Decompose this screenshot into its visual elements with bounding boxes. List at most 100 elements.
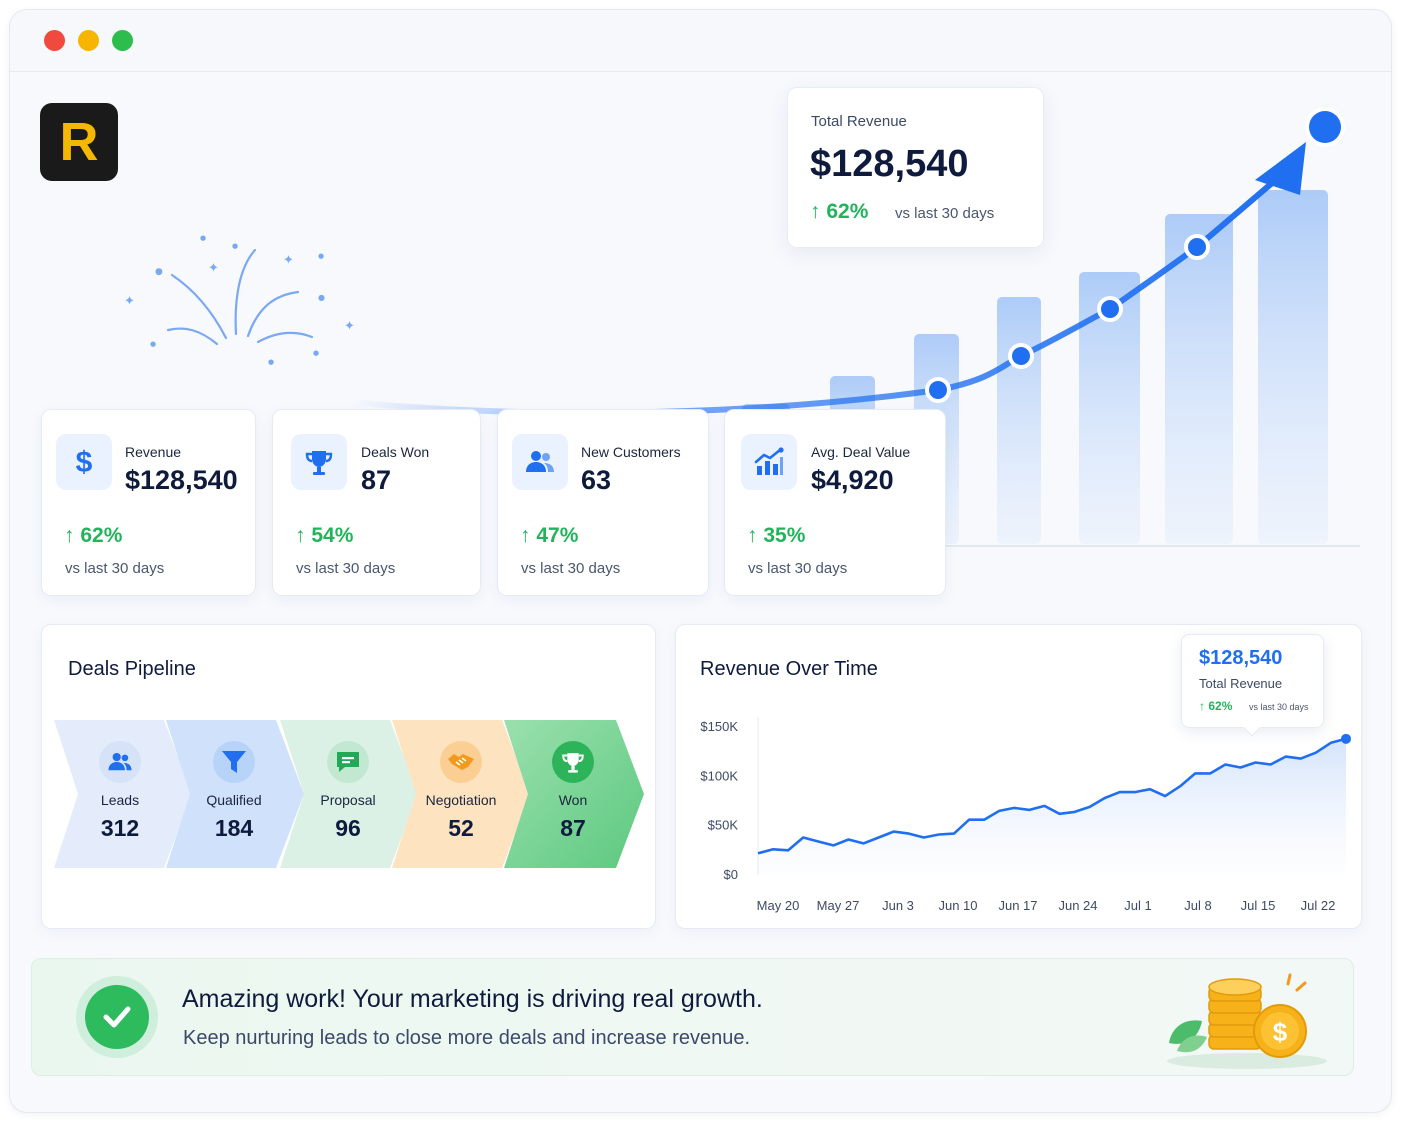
revenue-tooltip: $128,540 Total Revenue ↑ 62% vs last 30 … bbox=[1181, 634, 1324, 737]
svg-text:$: $ bbox=[1273, 1017, 1288, 1047]
users-icon bbox=[99, 741, 141, 783]
growth-chart-icon bbox=[741, 434, 797, 490]
arrow-up-icon: ↑ bbox=[295, 524, 312, 547]
tooltip-compare: vs last 30 days bbox=[1249, 702, 1309, 712]
x-tick-label: May 27 bbox=[817, 898, 860, 913]
pipeline-stage-negotiation[interactable]: Negotiation 52 bbox=[392, 720, 532, 868]
logo-letter: R bbox=[59, 112, 99, 172]
banner-subtext: Keep nurturing leads to close more deals… bbox=[183, 1027, 751, 1049]
kpi-value: 87 bbox=[361, 465, 392, 495]
svg-text:●: ● bbox=[313, 349, 319, 357]
trophy-icon bbox=[291, 434, 347, 490]
kpi-label: Revenue bbox=[125, 444, 182, 460]
total-revenue-compare: vs last 30 days bbox=[895, 205, 995, 222]
kpi-card-avg-deal-value[interactable]: Avg. Deal Value $4,920 ↑ 35% vs last 30 … bbox=[724, 409, 946, 596]
chat-icon bbox=[327, 741, 369, 783]
y-tick-label: $150K bbox=[700, 719, 738, 734]
deals-pipeline-panel: Deals Pipeline Leads 312 Qualified 184 P… bbox=[41, 624, 656, 929]
svg-text:$: $ bbox=[76, 447, 93, 477]
pipeline-title: Deals Pipeline bbox=[68, 658, 196, 680]
revenue-series-line bbox=[757, 737, 1347, 855]
users-icon bbox=[512, 434, 568, 490]
revenue-line-chart[interactable]: $0 $50K $100K $150K May 20 May 27 Jun 3 Jun 10 J… bbox=[676, 625, 1363, 930]
pipeline-stage-proposal[interactable]: Proposal 96 bbox=[280, 720, 420, 868]
y-tick-label: $100K bbox=[700, 768, 738, 783]
svg-text:●: ● bbox=[318, 252, 324, 260]
latest-point-marker bbox=[1341, 733, 1351, 744]
check-circle-icon bbox=[76, 976, 158, 1058]
revenue-over-time-panel: Revenue Over Time $0 $50K $100K $150K May 20… bbox=[675, 624, 1362, 929]
hero-bar bbox=[997, 297, 1041, 544]
kpi-compare: vs last 30 days bbox=[65, 560, 165, 577]
stage-label: Negotiation bbox=[425, 792, 497, 808]
maximize-window-button[interactable] bbox=[112, 30, 133, 51]
kpi-label: Deals Won bbox=[361, 444, 430, 460]
kpi-card-revenue[interactable]: $ Revenue $128,540 ↑ 62% vs last 30 days bbox=[41, 409, 256, 596]
stage-label: Leads bbox=[100, 792, 140, 808]
kpi-change: ↑ 62% bbox=[64, 524, 123, 547]
svg-text:✦: ✦ bbox=[124, 294, 135, 309]
pipeline-stage-leads[interactable]: Leads 312 bbox=[54, 720, 194, 868]
svg-text:●: ● bbox=[155, 267, 163, 277]
pipeline-stage-won[interactable]: Won 87 bbox=[504, 720, 646, 868]
kpi-compare: vs last 30 days bbox=[748, 560, 848, 577]
svg-text:✦: ✦ bbox=[344, 319, 355, 334]
kpi-label: Avg. Deal Value bbox=[811, 444, 911, 460]
sparkle-decoration bbox=[166, 248, 314, 346]
svg-text:✦: ✦ bbox=[208, 261, 219, 276]
trophy-icon bbox=[552, 741, 594, 783]
kpi-card-deals-won[interactable]: Deals Won 87 ↑ 54% vs last 30 days bbox=[272, 409, 481, 596]
x-tick-label: Jul 15 bbox=[1241, 898, 1276, 913]
success-banner: Amazing work! Your marketing is driving … bbox=[31, 958, 1354, 1076]
window-titlebar bbox=[10, 10, 1391, 72]
svg-text:●: ● bbox=[200, 234, 206, 242]
handshake-icon bbox=[440, 741, 482, 783]
kpi-card-new-customers[interactable]: New Customers 63 ↑ 47% vs last 30 days bbox=[497, 409, 709, 596]
x-tick-label: Jun 17 bbox=[998, 898, 1037, 913]
arrow-up-icon: ↑ bbox=[520, 524, 537, 547]
svg-text:●: ● bbox=[150, 340, 156, 348]
kpi-change: ↑ 47% bbox=[520, 524, 579, 547]
svg-text:●: ● bbox=[318, 293, 325, 302]
x-tick-label: Jun 3 bbox=[882, 898, 914, 913]
tooltip-value: $128,540 bbox=[1199, 647, 1283, 669]
y-tick-label: $50K bbox=[708, 818, 739, 833]
stage-label: Proposal bbox=[320, 792, 376, 808]
trend-arrowhead-icon bbox=[1255, 142, 1306, 195]
x-tick-label: Jun 10 bbox=[938, 898, 977, 913]
app-logo: R bbox=[40, 103, 118, 181]
pipeline-stage-qualified[interactable]: Qualified 184 bbox=[166, 720, 306, 868]
trend-points bbox=[925, 107, 1345, 403]
svg-text:✦: ✦ bbox=[283, 253, 294, 268]
x-tick-label: Jul 1 bbox=[1124, 898, 1151, 913]
kpi-value: 63 bbox=[581, 465, 612, 495]
arrow-up-icon: ↑ bbox=[64, 524, 81, 547]
hero-bar bbox=[1258, 190, 1328, 544]
tooltip-change: ↑ 62% bbox=[1199, 699, 1233, 713]
close-window-button[interactable] bbox=[44, 30, 65, 51]
total-revenue-change: ↑ 62% bbox=[810, 200, 869, 223]
arrow-up-icon: ↑ bbox=[1199, 699, 1209, 713]
stage-label: Won bbox=[558, 792, 588, 808]
dollar-icon: $ bbox=[56, 434, 112, 490]
x-tick-label: Jun 24 bbox=[1058, 898, 1097, 913]
kpi-compare: vs last 30 days bbox=[296, 560, 396, 577]
kpi-compare: vs last 30 days bbox=[521, 560, 621, 577]
funnel-icon bbox=[213, 741, 255, 783]
coins-illustration-icon: $ bbox=[1167, 973, 1327, 1069]
revenue-area-fill bbox=[758, 738, 1346, 875]
kpi-label: New Customers bbox=[581, 444, 681, 460]
kpi-value: $4,920 bbox=[811, 465, 894, 495]
arrow-up-icon: ↑ bbox=[747, 524, 764, 547]
x-tick-label: Jul 8 bbox=[1184, 898, 1211, 913]
tooltip-label: Total Revenue bbox=[1199, 676, 1283, 691]
total-revenue-card: Total Revenue $128,540 ↑ 62% vs last 30 … bbox=[787, 87, 1044, 248]
hero-bar bbox=[1165, 214, 1233, 544]
kpi-change: ↑ 54% bbox=[295, 524, 354, 547]
total-revenue-value: $128,540 bbox=[810, 143, 969, 185]
revenue-chart-title: Revenue Over Time bbox=[700, 658, 878, 680]
minimize-window-button[interactable] bbox=[78, 30, 99, 51]
stage-value: 312 bbox=[100, 815, 140, 841]
kpi-change: ↑ 35% bbox=[747, 524, 806, 547]
banner-headline: Amazing work! Your marketing is driving … bbox=[182, 985, 763, 1013]
